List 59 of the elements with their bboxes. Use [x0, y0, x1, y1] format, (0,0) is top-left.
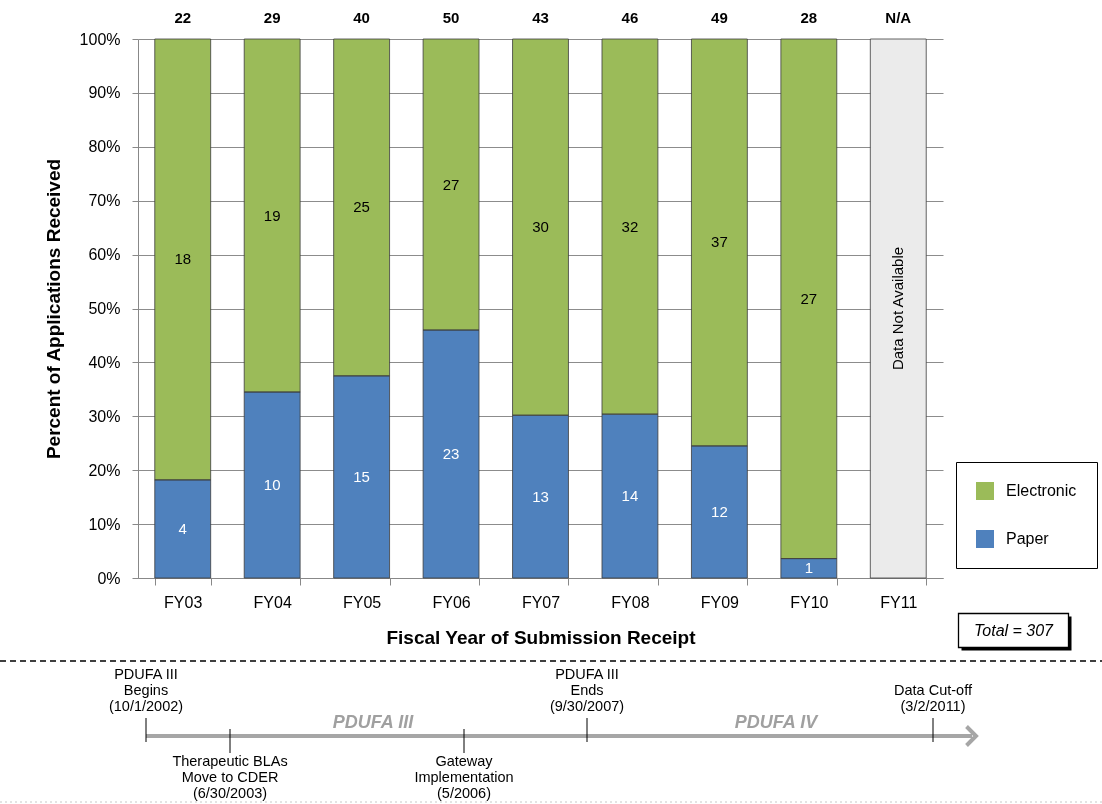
annotation: 22	[174, 9, 192, 26]
y-tick-label: 0%	[97, 569, 121, 587]
text: PDUFA III	[332, 712, 414, 732]
text: Ends (9/30/2007)	[549, 682, 625, 714]
y-tick-label: 50%	[88, 300, 121, 317]
annotation: 50	[442, 9, 460, 26]
y-tick-label: 80%	[88, 138, 121, 156]
annotation: 29	[263, 9, 281, 26]
legend-label: Paper	[1006, 530, 1050, 547]
x-tick-label: FY04	[253, 593, 292, 611]
legend-label: Electronic	[1006, 482, 1077, 499]
annotation: 27	[800, 289, 818, 307]
annotation: 23	[442, 445, 460, 463]
annotation: 15	[353, 467, 370, 485]
text: PDUFA III	[555, 666, 619, 682]
x-tick-label: FY11	[880, 593, 918, 611]
annotation: 37	[711, 233, 728, 251]
text: Gateway Implementation (5/2006)	[414, 753, 514, 801]
y-tick-label: 90%	[88, 84, 121, 102]
y-tick-label: 40%	[88, 353, 121, 371]
annotation: 10	[263, 476, 281, 494]
text: Therapeutic BLAs Move to CDER (6/30/2003)	[172, 753, 288, 801]
x-tick-label: FY10	[790, 593, 829, 611]
x-tick-label: FY06	[432, 593, 471, 611]
x-tick-label: FY03	[164, 593, 203, 611]
y-axis-title: Percent of Applications Received	[42, 158, 64, 460]
annotation: 4	[178, 519, 187, 537]
annotation: 27	[442, 175, 460, 193]
annotation: 46	[621, 9, 639, 26]
annotation: 40	[353, 9, 370, 26]
annotation: 25	[353, 198, 370, 216]
y-tick-label: 70%	[88, 192, 121, 210]
annotation: 32	[621, 217, 639, 235]
annotation: N/A	[885, 9, 912, 26]
annotation: 43	[532, 9, 549, 26]
y-tick-label: 10%	[88, 515, 121, 533]
annotation: 18	[174, 250, 192, 268]
annotation: 28	[800, 9, 818, 26]
x-tick-label: FY07	[521, 593, 561, 611]
text: Total = 307	[973, 621, 1055, 639]
annotation: 13	[532, 487, 549, 505]
x-tick-label: FY09	[700, 593, 740, 611]
text: Data Cut-off (3/2/2011)	[894, 682, 973, 714]
text: PDUFA III Begins (10/1/2002)	[108, 666, 184, 714]
x-tick-label: FY08	[611, 593, 650, 611]
y-tick-label: 30%	[88, 407, 121, 425]
x-axis-title: Fiscal Year of Submission Receipt	[386, 626, 697, 648]
band-label: Data Not Available	[889, 246, 907, 371]
annotation: 19	[263, 206, 281, 224]
y-tick-label: 100%	[79, 30, 121, 48]
x-tick-label: FY05	[342, 593, 382, 611]
text: PDUFA IV	[734, 712, 820, 732]
annotation: 30	[532, 218, 549, 236]
y-tick-label: 60%	[88, 246, 121, 264]
y-tick-label: 20%	[88, 461, 121, 479]
annotation: 1	[804, 559, 814, 577]
annotation: 12	[711, 502, 728, 520]
annotation: 14	[621, 487, 639, 505]
annotation: 49	[711, 9, 728, 26]
